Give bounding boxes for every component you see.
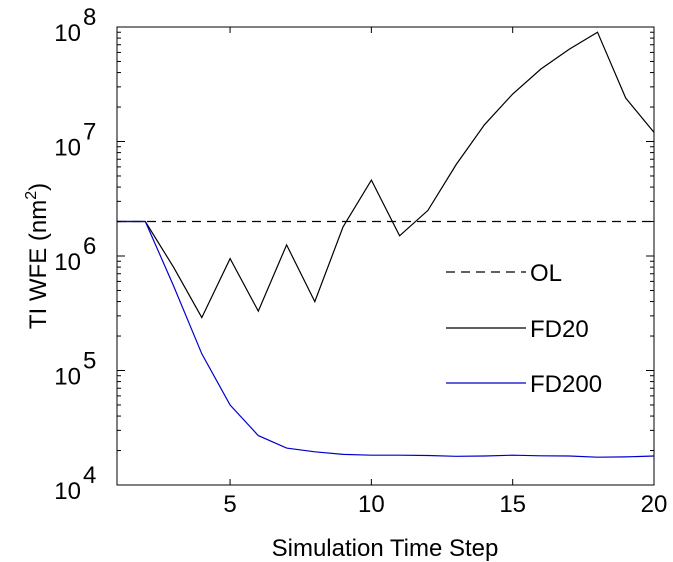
y-axis-label: TI WFE (nm2) xyxy=(23,183,52,329)
y-tick-label: 10 xyxy=(54,364,81,391)
y-tick-label-exponent: 6 xyxy=(83,233,96,260)
x-tick-label: 10 xyxy=(358,491,385,518)
y-tick-label-exponent: 5 xyxy=(83,348,96,375)
y-axis-label-superscript: 2 xyxy=(23,191,40,200)
plot-content xyxy=(117,31,655,458)
y-tick-label: 10 xyxy=(54,135,81,162)
x-axis: 5 10 15 20 xyxy=(223,27,667,518)
legend-label-fd20: FD20 xyxy=(530,316,589,343)
x-tick-label: 5 xyxy=(223,491,236,518)
y-tick-label-exponent: 8 xyxy=(83,4,96,31)
y-tick-label-exponent: 7 xyxy=(83,119,96,146)
legend: OL FD20 FD200 xyxy=(446,260,602,398)
y-tick-label: 10 xyxy=(54,249,81,276)
x-tick-label: 15 xyxy=(499,491,526,518)
x-axis-label: Simulation Time Step xyxy=(272,535,499,562)
y-tick-label-exponent: 4 xyxy=(83,462,96,489)
y-tick-label: 10 xyxy=(54,20,81,47)
legend-label-ol: OL xyxy=(530,260,562,287)
plot-frame xyxy=(116,26,655,486)
x-tick-label: 20 xyxy=(641,491,668,518)
legend-label-fd200: FD200 xyxy=(530,371,602,398)
y-tick-label: 10 xyxy=(54,478,81,505)
series-line-fd20 xyxy=(117,31,655,319)
series-line-fd200 xyxy=(117,220,655,458)
